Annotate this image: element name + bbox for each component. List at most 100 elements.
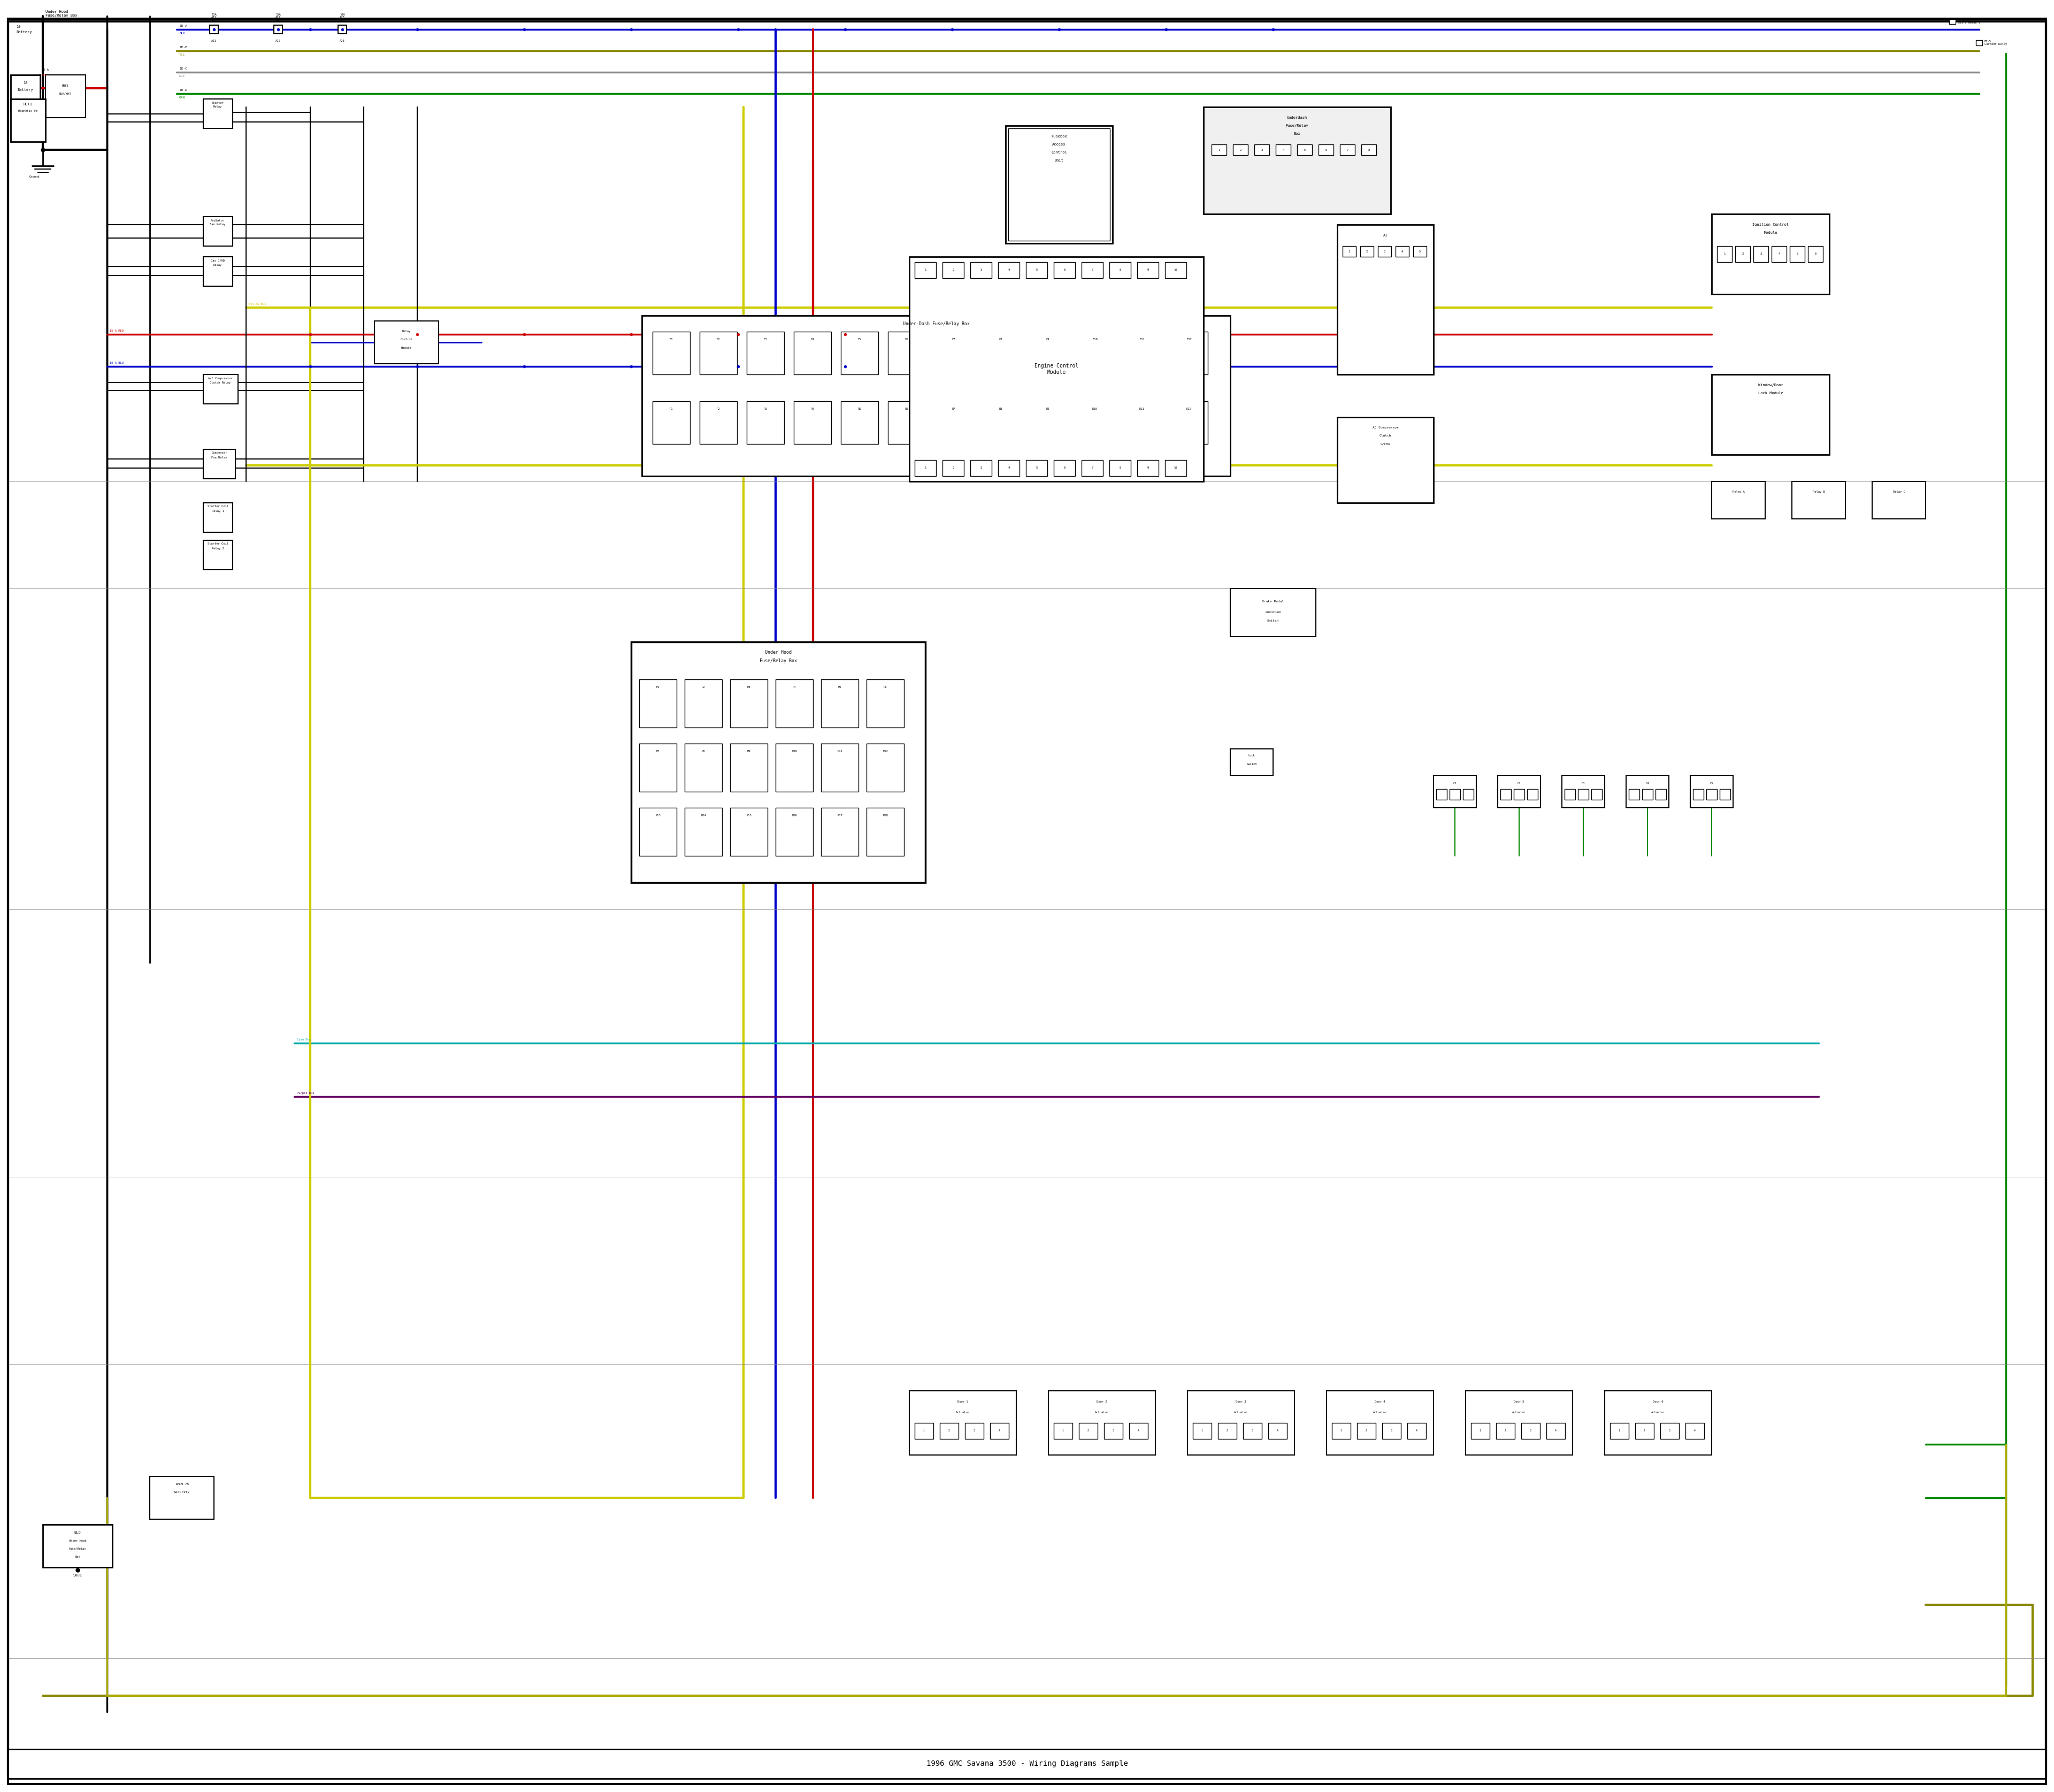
Text: Relay 1: Relay 1 [212, 509, 224, 513]
Text: IE-C: IE-C [179, 66, 187, 70]
Text: R11: R11 [1140, 409, 1144, 410]
Bar [776, 679, 813, 728]
Text: Actuator: Actuator [1512, 1410, 1526, 1414]
Text: Clutch Relay: Clutch Relay [210, 382, 230, 383]
Bar [1692, 788, 1703, 799]
Text: Access: Access [1052, 143, 1066, 145]
Text: R12: R12 [1187, 409, 1191, 410]
Bar [1495, 1423, 1516, 1439]
Bar [1165, 262, 1187, 278]
Bar [1243, 1423, 1261, 1439]
Text: Under Hood
Fuse/Relay Box: Under Hood Fuse/Relay Box [45, 11, 78, 16]
Bar [793, 401, 832, 444]
Bar [914, 262, 937, 278]
Bar [1109, 262, 1132, 278]
Text: P3: P3 [748, 686, 750, 688]
Text: F10: F10 [1093, 339, 1097, 340]
Text: IE-A: IE-A [41, 68, 49, 72]
Bar [1360, 246, 1374, 256]
Bar [1319, 145, 1333, 156]
Bar [1378, 246, 1391, 256]
Bar [1382, 1423, 1401, 1439]
Bar [1076, 401, 1113, 444]
Text: P15: P15 [746, 814, 752, 817]
Text: R3: R3 [764, 409, 768, 410]
Text: Security: Security [175, 1491, 189, 1495]
Text: GRY: GRY [179, 75, 185, 77]
Text: Underdash: Underdash [1288, 116, 1306, 120]
Text: Actuator: Actuator [1651, 1410, 1666, 1414]
Bar [943, 461, 963, 477]
Bar [969, 262, 992, 278]
Bar [1124, 401, 1161, 444]
Text: Starter Coil: Starter Coil [207, 505, 228, 507]
Text: Purple Bus: Purple Bus [298, 1091, 314, 1095]
Text: R7: R7 [951, 409, 955, 410]
Bar [1771, 246, 1787, 262]
Bar [1711, 213, 1830, 294]
Text: IE-A RED: IE-A RED [109, 330, 123, 332]
Text: C5: C5 [1709, 783, 1713, 785]
Text: Starter: Starter [212, 102, 224, 104]
Text: A23: A23 [339, 39, 345, 43]
Bar [1138, 461, 1158, 477]
Bar [43, 1525, 113, 1568]
Text: Door 6: Door 6 [1653, 1400, 1664, 1403]
Text: P12: P12 [883, 751, 887, 753]
Text: Fan Relay: Fan Relay [210, 224, 226, 226]
Bar [1187, 1391, 1294, 1455]
Bar [776, 744, 813, 792]
Bar [1462, 788, 1473, 799]
Text: Relay: Relay [214, 263, 222, 267]
Text: 15A
A22: 15A A22 [275, 13, 281, 20]
Text: Relay 2: Relay 2 [212, 547, 224, 550]
Bar [1561, 776, 1604, 808]
Bar [1719, 788, 1729, 799]
Text: RED: RED [41, 73, 47, 77]
Bar [748, 401, 785, 444]
Text: 10A
A23: 10A A23 [339, 13, 345, 20]
Text: Position: Position [1265, 611, 1282, 615]
Bar [1641, 788, 1653, 799]
Text: Relay: Relay [214, 106, 222, 108]
Bar [203, 217, 232, 246]
Bar [1082, 461, 1103, 477]
Bar [990, 1423, 1009, 1439]
Text: Cyan Bus: Cyan Bus [298, 1038, 310, 1041]
Text: C2: C2 [1518, 783, 1520, 785]
Bar [969, 461, 992, 477]
Bar [1130, 1423, 1148, 1439]
Text: Yellow Bus: Yellow Bus [249, 303, 267, 305]
Bar [1298, 145, 1313, 156]
Text: S001: S001 [74, 1573, 82, 1577]
Text: Magnetic SW: Magnetic SW [18, 109, 37, 113]
Bar [1337, 418, 1434, 504]
Text: Engine Control
Module: Engine Control Module [1035, 364, 1078, 375]
Text: A21: A21 [212, 39, 216, 43]
Bar [1171, 332, 1208, 375]
Bar [1025, 461, 1048, 477]
Text: Door 1: Door 1 [957, 1400, 967, 1403]
Bar [1337, 224, 1434, 375]
Text: P18: P18 [883, 814, 887, 817]
Text: P14: P14 [700, 814, 707, 817]
Bar [1610, 1423, 1629, 1439]
Text: IE-D: IE-D [179, 88, 187, 91]
Text: P11: P11 [838, 751, 842, 753]
Bar [700, 332, 737, 375]
Bar [1138, 262, 1158, 278]
Text: Switch: Switch [1247, 763, 1257, 765]
Text: R4: R4 [811, 409, 813, 410]
Bar [935, 401, 972, 444]
Text: Lock: Lock [1249, 754, 1255, 758]
Bar [1054, 461, 1074, 477]
Text: Ground: Ground [29, 176, 39, 177]
Bar [1331, 1423, 1352, 1439]
Bar [998, 461, 1019, 477]
Text: P13: P13 [655, 814, 661, 817]
Bar [1450, 788, 1460, 799]
Bar [1526, 788, 1538, 799]
Bar [1407, 1423, 1425, 1439]
Bar [1660, 1423, 1678, 1439]
Bar [641, 315, 1230, 477]
